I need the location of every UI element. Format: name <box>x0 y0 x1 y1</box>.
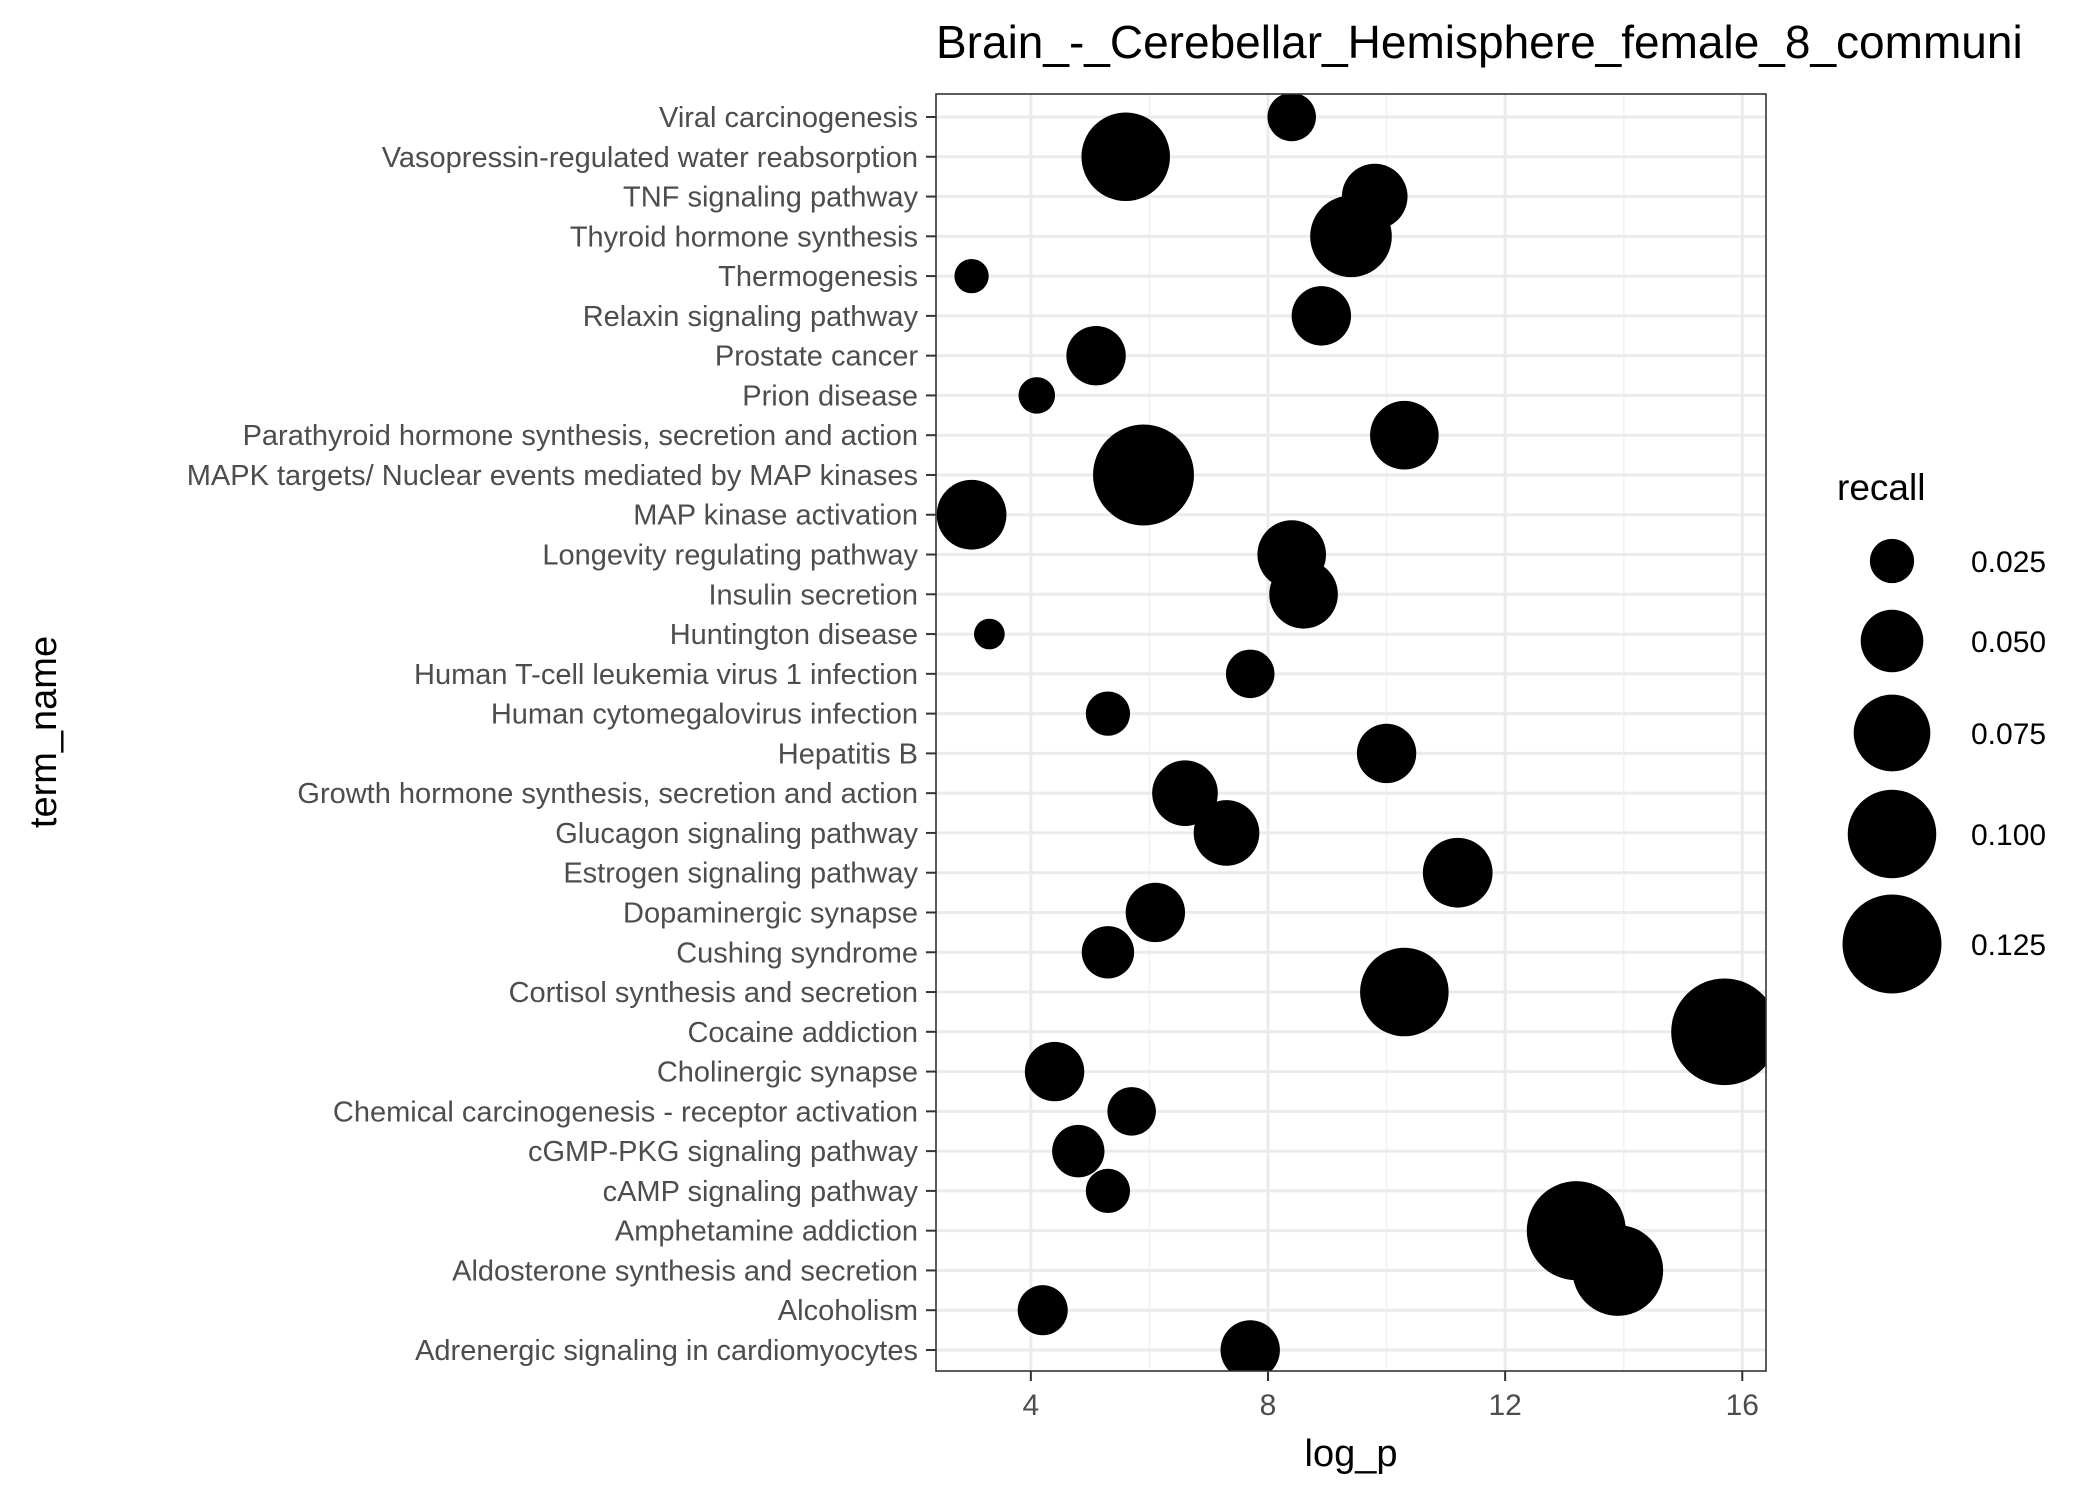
y-tick-label: Human T-cell leukemia virus 1 infection <box>414 659 918 691</box>
chart-title: Brain_-_Cerebellar_Hemisphere_female_8_c… <box>936 16 2023 68</box>
data-point <box>1018 377 1056 414</box>
data-points <box>936 94 1766 1371</box>
y-tick-label: Amphetamine addiction <box>615 1216 918 1248</box>
legend-label: 0.075 <box>1971 718 2046 751</box>
y-tick-label: Longevity regulating pathway <box>542 540 918 572</box>
data-point <box>1052 1124 1105 1178</box>
y-axis: Viral carcinogenesis Vasopressin-regulate… <box>187 102 936 1367</box>
legend-key <box>1869 538 1915 584</box>
y-axis-title: term_name <box>23 636 65 828</box>
y-tick-label: Chemical carcinogenesis - receptor activ… <box>333 1096 918 1128</box>
data-point <box>954 258 989 294</box>
legend-key <box>1847 789 1937 879</box>
y-tick-label: Human cytomegalovirus infection <box>491 699 918 731</box>
y-tick-label: Adrenergic signaling in cardiomyocytes <box>415 1335 918 1367</box>
y-tick-label: Aldosterone synthesis and secretion <box>452 1255 918 1287</box>
y-tick-label: Insulin secretion <box>708 579 918 611</box>
data-point <box>1225 649 1275 699</box>
data-point <box>1267 94 1316 142</box>
y-tick-label: Cortisol synthesis and secretion <box>509 977 918 1009</box>
legend-title: recall <box>1837 467 1925 508</box>
x-tick-label: 16 <box>1726 1389 1759 1422</box>
legend-key <box>1842 894 1942 994</box>
data-point <box>1360 947 1449 1037</box>
y-tick-label: cGMP-PKG signaling pathway <box>528 1136 919 1168</box>
y-tick-label: Prostate cancer <box>715 341 918 373</box>
data-point <box>1081 112 1170 202</box>
y-tick-label: Thermogenesis <box>718 261 918 293</box>
y-tick-label: Thyroid hormone synthesis <box>570 221 918 253</box>
data-point <box>1017 1285 1068 1336</box>
data-point <box>1125 882 1186 943</box>
legend-label: 0.025 <box>1971 546 2046 579</box>
y-tick-label: Dopaminergic synapse <box>623 897 918 929</box>
legend-entries: 0.025 0.050 0.075 0.100 0.125 <box>1842 538 2046 994</box>
data-point <box>1085 691 1131 736</box>
x-tick-label: 12 <box>1488 1389 1521 1422</box>
legend-label: 0.050 <box>1971 626 2046 659</box>
panel-border <box>935 93 1767 1372</box>
y-tick-label: Estrogen signaling pathway <box>563 858 918 890</box>
data-point <box>1085 1168 1131 1214</box>
y-tick-label: Huntington disease <box>670 619 918 651</box>
y-tick-label: TNF signaling pathway <box>623 182 918 214</box>
data-point <box>1066 325 1126 386</box>
data-point <box>974 618 1005 650</box>
legend-key <box>1860 609 1924 673</box>
data-point <box>1220 1320 1280 1371</box>
y-tick-label: MAPK targets/ Nuclear events mediated by… <box>187 460 918 492</box>
data-point <box>1193 800 1260 866</box>
legend-label: 0.100 <box>1971 819 2046 852</box>
data-point <box>1310 195 1392 278</box>
data-point <box>1093 424 1194 526</box>
data-point <box>1422 837 1493 908</box>
y-tick-label: Cholinergic synapse <box>657 1057 918 1089</box>
plot-panel <box>935 93 1767 1372</box>
legend: recall 0.025 0.050 0.075 0.100 0.125 <box>1837 467 2046 994</box>
data-point <box>1107 1087 1156 1136</box>
y-tick-label: Hepatitis B <box>778 738 918 770</box>
y-tick-label: Parathyroid hormone synthesis, secretion… <box>243 420 918 452</box>
y-tick-label: Prion disease <box>742 380 918 412</box>
y-tick-label: Growth hormone synthesis, secretion and … <box>297 778 918 810</box>
y-tick-label: Alcoholism <box>778 1295 918 1327</box>
x-tick-label: 8 <box>1260 1389 1277 1422</box>
data-point <box>1081 926 1135 979</box>
y-tick-label: Cocaine addiction <box>687 1017 918 1049</box>
data-point <box>1671 978 1766 1086</box>
x-axis-title: log_p <box>1305 1433 1398 1475</box>
data-point <box>1356 723 1417 784</box>
data-point <box>1152 760 1218 826</box>
data-point <box>1370 400 1439 470</box>
y-tick-label: Vasopressin-regulated water reabsorption <box>382 142 918 174</box>
data-point <box>1572 1225 1664 1316</box>
y-tick-label: Cushing syndrome <box>676 937 918 969</box>
y-tick-label: cAMP signaling pathway <box>603 1176 919 1208</box>
y-tick-label: Viral carcinogenesis <box>659 102 918 134</box>
data-point <box>936 479 1007 550</box>
legend-key <box>1853 694 1931 772</box>
x-tick-label: 4 <box>1023 1389 1040 1422</box>
data-point <box>1024 1041 1085 1102</box>
data-point <box>1291 286 1352 346</box>
legend-label: 0.125 <box>1971 929 2046 962</box>
y-tick-label: MAP kinase activation <box>633 500 918 532</box>
panel-background <box>936 94 1766 1371</box>
y-tick-label: Relaxin signaling pathway <box>583 301 919 333</box>
data-point <box>1269 559 1338 629</box>
y-tick-label: Glucagon signaling pathway <box>555 818 918 850</box>
x-axis: 4 8 12 16 <box>1023 1371 1759 1422</box>
